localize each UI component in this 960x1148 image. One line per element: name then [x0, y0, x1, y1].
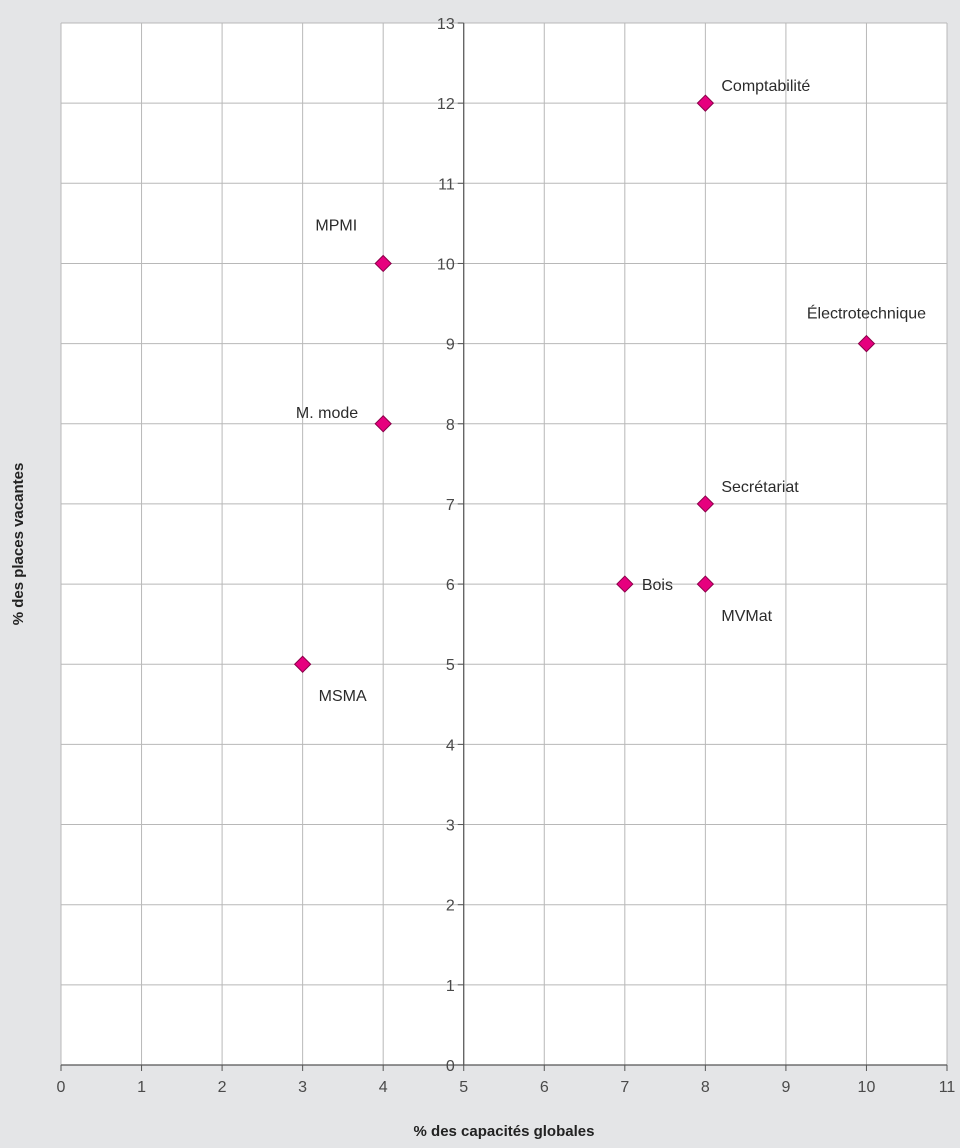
data-point [374, 415, 392, 433]
data-points [293, 94, 876, 673]
x-tick-label: 1 [137, 1079, 146, 1096]
y-tick-label: 4 [446, 737, 455, 754]
y-tick-label: 5 [446, 657, 455, 674]
point-label: Secrétariat [721, 479, 799, 496]
x-tick-label: 3 [298, 1079, 307, 1096]
data-point [696, 495, 715, 513]
y-tick-label: 2 [446, 898, 455, 915]
x-tick-label: 6 [540, 1079, 549, 1096]
data-point [293, 655, 312, 673]
x-tick-label: 5 [459, 1079, 468, 1096]
y-tick-label: 6 [446, 577, 455, 594]
y-tick-label: 8 [446, 417, 455, 434]
point-labels: Comptabilité MPMI Électrotechnique M. mode S… [296, 78, 926, 705]
point-label: MPMI [315, 217, 357, 234]
data-point [857, 334, 876, 353]
point-label: M. mode [296, 405, 358, 422]
x-tick-label: 7 [620, 1079, 629, 1096]
point-label: Comptabilité [721, 78, 810, 95]
point-label: MSMA [319, 688, 367, 705]
y-tick-label: 1 [446, 978, 455, 995]
y-tick-label: 13 [437, 16, 455, 33]
x-axis-title: % des capacités globales [414, 1123, 595, 1140]
point-label: Électrotechnique [807, 304, 926, 323]
point-label: Bois [642, 577, 673, 594]
x-tick-label: 0 [57, 1079, 66, 1096]
point-label: MVMat [721, 608, 772, 625]
data-point [616, 575, 634, 593]
y-tick-label: 0 [446, 1058, 455, 1075]
axes [60, 22, 948, 1071]
y-tick-label: 7 [446, 497, 455, 514]
plot-area [61, 23, 947, 1065]
y-tick-label: 3 [446, 818, 455, 835]
y-tick-label: 11 [438, 176, 455, 193]
y-axis-title: % des places vacantes [10, 463, 27, 626]
x-tick-label: 2 [218, 1079, 227, 1096]
y-tick-label: 9 [446, 337, 455, 354]
data-point [696, 94, 715, 112]
x-tick-label: 4 [379, 1079, 388, 1096]
data-point [696, 575, 715, 593]
x-tick-label: 11 [939, 1079, 956, 1096]
y-tick-label: 10 [437, 256, 455, 273]
x-tick-label: 9 [781, 1079, 790, 1096]
x-tick-label: 8 [701, 1079, 710, 1096]
x-tick-label: 10 [858, 1079, 876, 1096]
data-point [374, 254, 392, 273]
y-tick-label: 12 [437, 96, 455, 113]
